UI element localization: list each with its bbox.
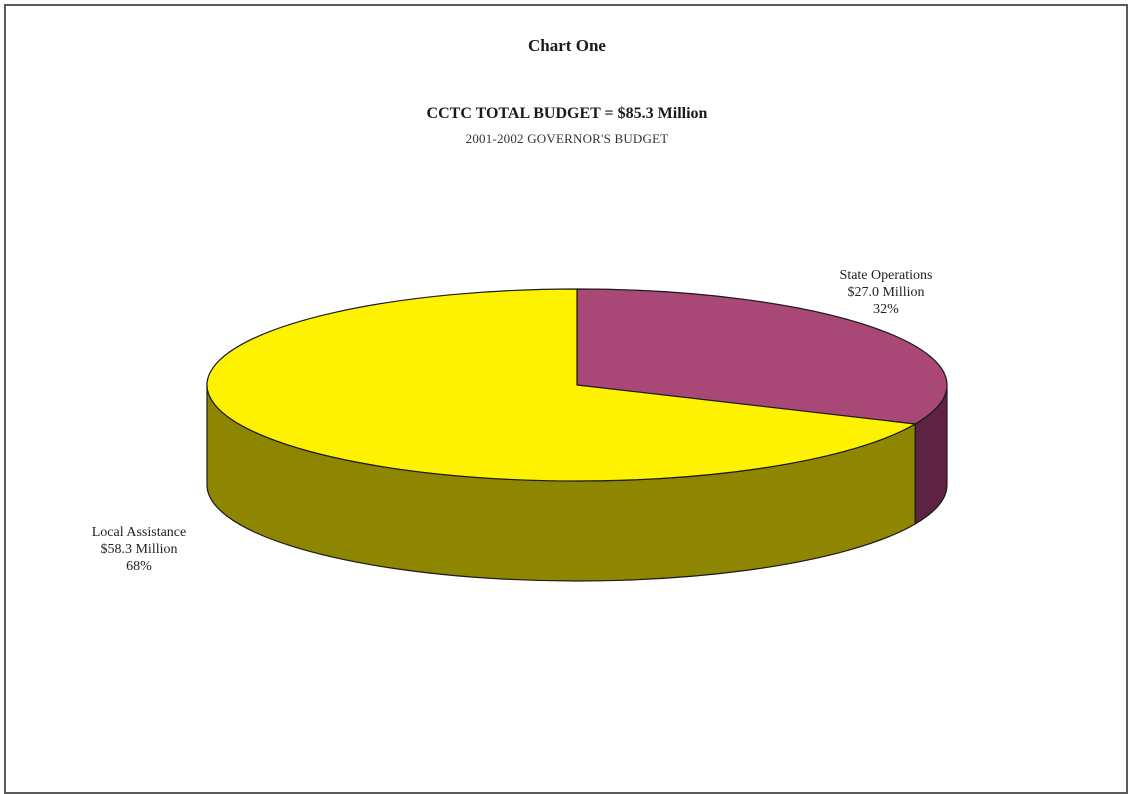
slice-label-local-assistance: Local Assistance $58.3 Million 68%: [64, 524, 214, 575]
slice-label-amount: $58.3 Million: [100, 542, 178, 557]
slice-label-amount: $27.0 Million: [847, 285, 925, 300]
pie-slice-state-operations: [576, 288, 948, 425]
slice-label-percent: 68%: [126, 559, 152, 574]
slice-label-state-operations: State Operations $27.0 Million 32%: [816, 267, 956, 318]
pie-slice-local-assistance: [206, 288, 916, 482]
chart-heading: Chart One: [528, 36, 606, 55]
chart-subtitle: 2001-2002 GOVERNOR'S BUDGET: [465, 131, 669, 146]
slice-label-percent: 32%: [873, 302, 899, 317]
slice-label-name: Local Assistance: [91, 525, 187, 540]
chart-title: CCTC TOTAL BUDGET = $85.3 Million: [426, 105, 708, 122]
slice-label-name: State Operations: [839, 268, 933, 283]
pie-chart: [206, 288, 948, 582]
